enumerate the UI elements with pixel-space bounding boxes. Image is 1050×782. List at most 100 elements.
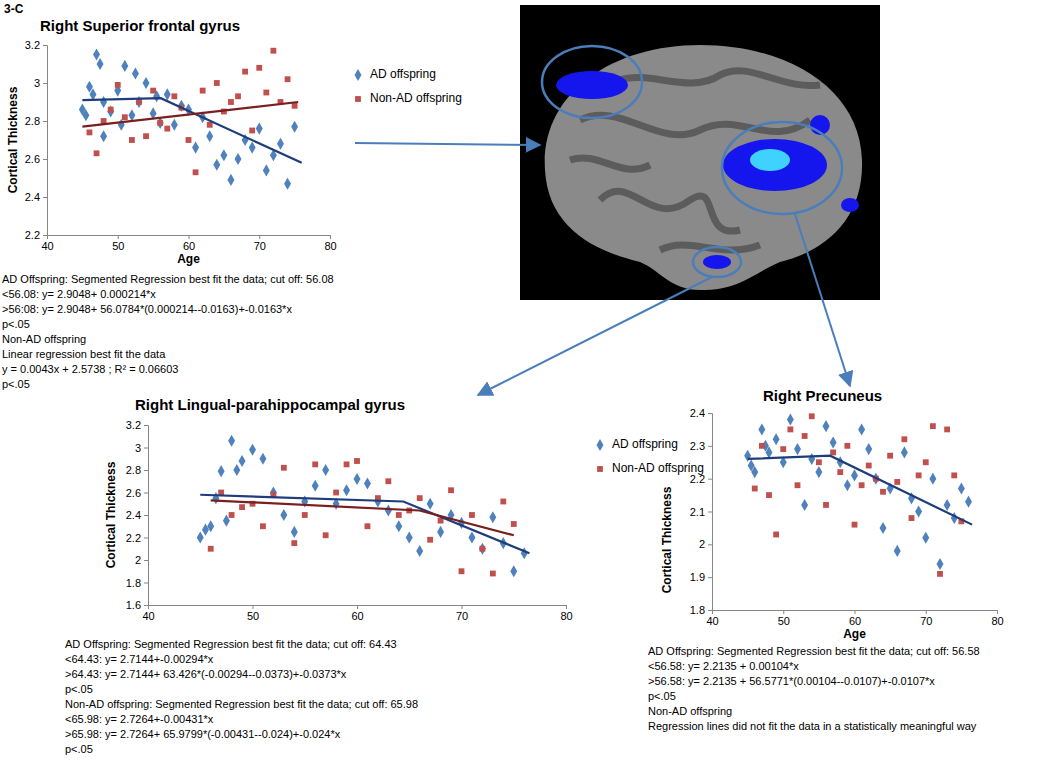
activation-blob [841,198,859,212]
data-point [417,495,423,501]
data-point [437,526,444,538]
data-point [118,119,125,131]
tick: 2.4 [690,407,712,419]
data-point [192,142,199,154]
tick: 2.2 [25,229,47,241]
tick-mark [566,605,567,609]
tick-mark [43,83,47,84]
tick-label: 2.4 [690,407,705,419]
tick-mark [330,235,331,239]
x-axis: 4050607080 [41,235,336,252]
data-point [364,477,371,489]
tick: 40 [41,235,53,252]
data-point [143,77,150,89]
tick: 3 [135,442,148,454]
tick-mark [144,583,148,584]
tick-label: 2.2 [690,473,705,485]
tick: 1.9 [690,571,712,583]
data-point [944,427,950,433]
annotation: AD Offspring: Segmented Regression best … [2,273,334,285]
data-point [851,469,858,481]
tick-label: 2.3 [690,440,705,452]
data-point [206,130,213,142]
tick-label: 3.2 [126,419,141,431]
data-point [354,473,361,485]
data-point [894,545,901,557]
data-point [260,523,266,529]
data-point [97,58,104,70]
legend-label: AD offspring [370,67,436,81]
plot-area [197,435,530,578]
y-axis-title: Cortical Thickness [104,461,118,568]
region-circle [722,122,842,214]
data-point [511,521,517,527]
data-point [427,537,433,543]
data-point [82,109,89,121]
tick-mark [462,605,463,609]
data-point [448,487,454,493]
data-point [284,178,291,190]
data-point [930,423,936,429]
data-point [951,472,957,478]
activation-blob [703,255,731,269]
data-point [207,520,214,532]
brain-sulcus [620,71,820,86]
tick: 1.8 [690,604,712,616]
data-point [923,459,929,465]
data-point [830,449,836,455]
tick-mark [708,413,712,414]
tick-label: 60 [849,615,861,627]
data-point [823,502,829,508]
axis-line [48,236,331,240]
tick: 60 [849,610,861,627]
data-point [427,498,434,510]
annotation: Regression lines did not fit the data in… [648,720,977,732]
figure: 3-CRight Superior frontal gyrus405060708… [0,0,1050,782]
data-point [385,504,392,516]
tick-mark [43,45,47,46]
data-point [312,480,319,492]
annotation: p<.05 [65,683,93,695]
activation-blob [750,149,790,171]
data-point [416,545,423,557]
tick: 80 [324,235,336,252]
data-point [100,96,107,108]
data-point [837,469,843,475]
data-point [880,522,887,534]
tick: 70 [254,235,266,252]
tick: 60 [351,605,363,622]
annotation: p<.05 [2,378,30,390]
tick-label: 2.8 [126,464,141,476]
tick: 80 [991,610,1003,627]
data-point [143,133,149,139]
tick-label: 1.9 [690,571,705,583]
data-point [894,479,900,485]
annotation: Non-AD offspring [2,333,86,345]
data-point [249,128,255,134]
tick-label: 2 [135,554,141,566]
tick-label: 50 [778,615,790,627]
tick-label: 40 [706,615,718,627]
plot-area [79,48,302,190]
data-point [150,88,156,94]
tick: 1.8 [126,577,148,589]
data-point [291,526,298,538]
data-point [280,509,287,521]
plot-area [744,413,972,576]
annotation: <56.58: y= 2.2135 + 0.00104*x [648,660,799,672]
panel-label: 3-C [4,2,24,16]
data-point [259,453,266,465]
fit-line [211,500,514,535]
data-point [270,48,276,54]
data-point [263,164,270,176]
data-point [292,103,298,109]
legend-label: Non-AD offspring [370,91,462,105]
data-point [322,464,329,476]
tick: 40 [142,605,154,622]
data-point [323,532,329,538]
data-point [468,531,475,543]
data-point [263,90,269,96]
arrow [355,143,540,145]
data-point [802,433,808,439]
tick: 50 [112,235,124,252]
